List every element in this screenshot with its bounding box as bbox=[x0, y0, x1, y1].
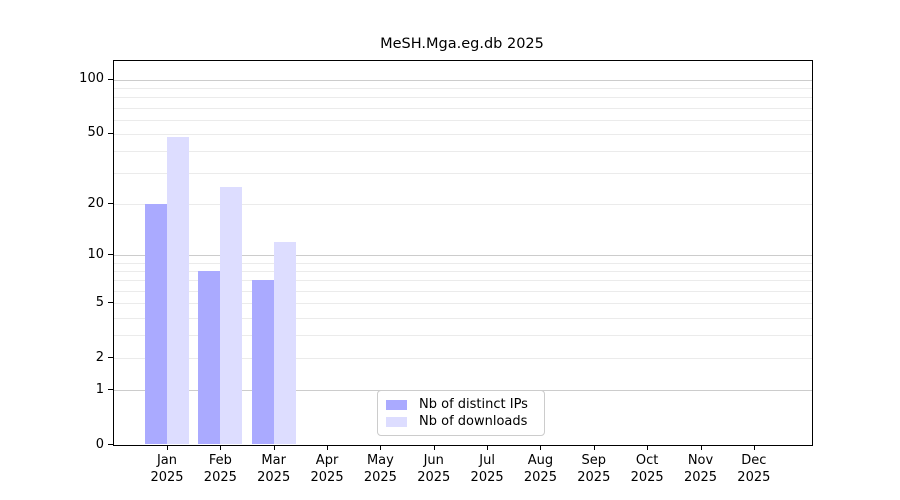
x-axis-tick bbox=[167, 445, 168, 450]
x-tick-label: Nov 2025 bbox=[669, 452, 733, 486]
y-axis-tick bbox=[108, 203, 113, 205]
x-axis-tick bbox=[220, 445, 222, 450]
gridline-major bbox=[114, 79, 812, 81]
x-tick-label: Mar 2025 bbox=[242, 452, 306, 486]
x-label-month: Oct bbox=[635, 453, 659, 468]
x-tick-label: Sep 2025 bbox=[562, 452, 626, 486]
legend-item-distinct-ips: Nb of distinct IPs bbox=[386, 396, 536, 413]
y-tick-label: 1 bbox=[95, 381, 104, 397]
x-tick-label: Jun 2025 bbox=[402, 452, 466, 486]
x-axis-tick bbox=[380, 445, 382, 450]
x-axis-tick bbox=[327, 445, 329, 450]
gridline-minor bbox=[114, 271, 812, 273]
gridline-minor bbox=[114, 204, 812, 206]
bar-distinct-ips bbox=[251, 280, 274, 444]
x-label-month: Apr bbox=[315, 453, 339, 468]
y-axis-tick bbox=[108, 389, 113, 391]
x-label-month: Dec bbox=[741, 453, 767, 468]
gridline-minor bbox=[114, 173, 812, 175]
x-label-month: May bbox=[366, 453, 394, 468]
x-label-year: 2025 bbox=[150, 470, 184, 485]
legend-label-downloads: Nb of downloads bbox=[419, 414, 528, 429]
gridline-minor bbox=[114, 262, 812, 264]
y-axis-tick bbox=[108, 254, 113, 256]
x-axis-tick bbox=[647, 445, 649, 450]
x-axis-tick bbox=[273, 445, 275, 450]
legend: Nb of distinct IPs Nb of downloads bbox=[377, 390, 545, 436]
x-label-month: Aug bbox=[527, 453, 554, 468]
gridline-minor bbox=[114, 335, 812, 337]
plot-area bbox=[113, 60, 813, 446]
x-tick-label: Dec 2025 bbox=[722, 452, 786, 486]
x-tick-label: Oct 2025 bbox=[615, 452, 679, 486]
x-label-month: Mar bbox=[261, 453, 286, 468]
gridline-minor bbox=[114, 358, 812, 360]
x-tick-label: Jan 2025 bbox=[135, 452, 199, 486]
x-axis-tick bbox=[593, 445, 595, 450]
x-label-year: 2025 bbox=[630, 470, 664, 485]
gridline-minor bbox=[114, 107, 812, 109]
x-label-year: 2025 bbox=[737, 470, 771, 485]
y-axis-tick bbox=[108, 357, 113, 359]
x-tick-label: May 2025 bbox=[348, 452, 412, 486]
x-axis-tick bbox=[700, 445, 702, 450]
x-label-month: Jun bbox=[423, 453, 444, 468]
bar-distinct-ips bbox=[198, 271, 221, 444]
gridline-minor bbox=[114, 151, 812, 153]
y-tick-label: 20 bbox=[87, 195, 104, 211]
x-tick-label: Jul 2025 bbox=[455, 452, 519, 486]
gridline-minor bbox=[114, 303, 812, 305]
gridline-minor bbox=[114, 133, 812, 135]
y-tick-label: 2 bbox=[95, 349, 104, 365]
bar-downloads bbox=[220, 187, 243, 444]
y-tick-label: 100 bbox=[79, 71, 104, 87]
x-label-month: Jan bbox=[156, 453, 178, 468]
x-axis-tick bbox=[753, 445, 755, 450]
downloads-swatch bbox=[386, 416, 407, 427]
x-axis-tick bbox=[433, 445, 435, 450]
y-tick-label: 10 bbox=[87, 246, 104, 262]
x-tick-label: Aug 2025 bbox=[508, 452, 572, 486]
legend-item-downloads: Nb of downloads bbox=[386, 413, 536, 430]
x-label-year: 2025 bbox=[310, 470, 344, 485]
x-label-month: Nov bbox=[687, 453, 714, 468]
y-tick-label: 5 bbox=[95, 294, 104, 310]
x-label-month: Sep bbox=[581, 453, 607, 468]
legend-label-distinct-ips: Nb of distinct IPs bbox=[419, 397, 528, 412]
x-axis-tick bbox=[487, 445, 489, 450]
gridline-minor bbox=[114, 290, 812, 292]
x-label-year: 2025 bbox=[683, 470, 718, 485]
gridline-minor bbox=[114, 280, 812, 282]
y-axis-tick bbox=[108, 302, 113, 304]
x-label-year: 2025 bbox=[203, 470, 237, 485]
x-label-year: 2025 bbox=[363, 470, 397, 485]
x-label-year: 2025 bbox=[257, 470, 291, 485]
x-label-year: 2025 bbox=[470, 470, 504, 485]
x-axis-tick bbox=[540, 445, 542, 450]
gridline-major bbox=[114, 255, 812, 257]
y-axis-tick bbox=[108, 78, 113, 80]
gridline-minor bbox=[114, 88, 812, 89]
x-tick-label: Feb 2025 bbox=[188, 452, 252, 486]
x-label-year: 2025 bbox=[577, 470, 611, 485]
gridline-minor bbox=[114, 317, 812, 319]
x-label-month: Jul bbox=[479, 453, 495, 468]
x-label-year: 2025 bbox=[523, 470, 557, 485]
x-label-month: Feb bbox=[208, 453, 232, 468]
chart-title: MeSH.Mga.eg.db 2025 bbox=[380, 36, 544, 52]
bar-distinct-ips bbox=[145, 204, 167, 444]
y-axis-tick bbox=[108, 132, 113, 134]
x-tick-label: Apr 2025 bbox=[295, 452, 359, 486]
bar-downloads bbox=[273, 242, 296, 444]
gridline-minor bbox=[114, 97, 812, 99]
y-tick-label: 0 bbox=[95, 436, 104, 452]
x-label-year: 2025 bbox=[417, 470, 451, 485]
y-tick-label: 50 bbox=[87, 125, 104, 141]
distinct-ips-swatch bbox=[386, 399, 407, 410]
gridline-minor bbox=[114, 119, 812, 121]
bar-downloads bbox=[167, 136, 189, 444]
y-axis-tick bbox=[108, 444, 113, 445]
